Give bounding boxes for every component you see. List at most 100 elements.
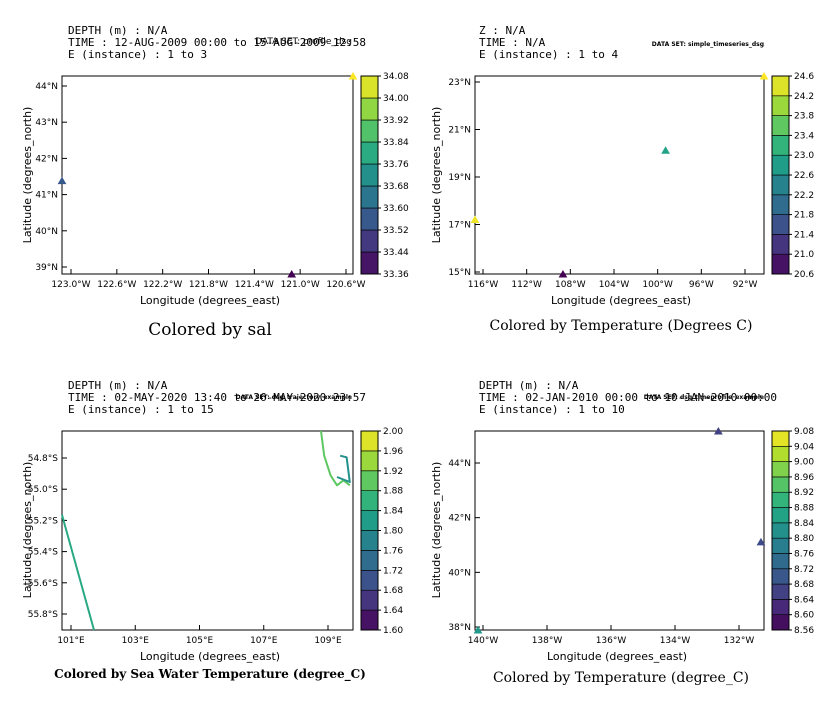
colorbar-tick-label: 8.72: [794, 565, 814, 575]
colorbar-swatch: [360, 163, 379, 187]
colorbar-tick-label: 24.6: [794, 72, 814, 82]
colorbar-tick-label: 1.76: [383, 546, 403, 556]
y-tick-label: 42°N: [35, 154, 58, 164]
y-tick-label: 44°N: [35, 82, 58, 92]
colorbar-swatch: [771, 430, 790, 447]
colorbar-swatch: [771, 461, 790, 478]
caption: Colored by Temperature (Degrees C): [490, 318, 753, 334]
colorbar-swatch: [771, 599, 790, 615]
panel-colored-by-temperature-degree-c: DEPTH (m) : N/A TIME : 02-JAN-2010 00:00…: [430, 379, 814, 686]
colorbar-tick-label: 8.80: [794, 534, 814, 544]
x-axis-label: Longitude (degrees_east): [551, 294, 691, 307]
colorbar-swatch: [771, 214, 790, 235]
y-tick-label: 19°N: [448, 173, 471, 183]
panel-colored-by-temperature-degrees-c: Z : N/A TIME : N/A E (instance) : 1 to 4…: [430, 24, 814, 334]
colorbar-tick-label: 21.0: [794, 250, 814, 260]
colorbar-swatch: [771, 537, 790, 554]
colorbar-tick-label: 8.64: [794, 595, 814, 605]
y-tick-label: 41°N: [35, 191, 58, 201]
colorbar-tick-label: 8.76: [794, 549, 814, 559]
caption: Colored by sal: [148, 320, 272, 340]
x-tick-label: 103°E: [122, 636, 150, 646]
colorbar-swatch: [771, 154, 790, 176]
x-tick-label: 92°W: [733, 280, 758, 290]
header-line-2: TIME : N/A: [479, 36, 546, 49]
colorbar-tick-label: 33.92: [383, 116, 409, 126]
plot-frame: [61, 75, 354, 275]
colorbar-swatch: [771, 253, 790, 275]
y-tick-label: 55.6°S: [28, 579, 59, 589]
colorbar-tick-label: 33.52: [383, 226, 409, 236]
data-point: [470, 215, 480, 224]
colorbar-tick-label: 9.08: [794, 427, 814, 437]
colorbar-tick-label: 8.92: [794, 488, 814, 498]
colorbar-swatch: [771, 135, 790, 156]
x-tick-label: 107°E: [250, 636, 278, 646]
header-line-2: TIME : 02-MAY-2020 13:40 to 26-MAY-2020 …: [68, 391, 366, 404]
colorbar-swatch: [360, 229, 379, 253]
colorbar-swatch: [360, 490, 379, 511]
x-tick-label: 112°W: [511, 280, 542, 290]
colorbar-tick-label: 33.44: [383, 248, 409, 258]
colorbar-swatch: [360, 450, 379, 472]
colorbar-tick-label: 22.2: [794, 191, 814, 201]
y-tick-label: 17°N: [448, 221, 471, 231]
header-line-1: Z : N/A: [479, 24, 526, 37]
colorbar-frame: [771, 430, 790, 631]
header-line-2: TIME : 02-JAN-2010 00:00 to 10-JAN-2010 …: [479, 391, 777, 404]
colorbar-swatch: [771, 522, 790, 539]
colorbar-swatch: [360, 141, 379, 165]
trajectory-track: [320, 430, 351, 487]
colorbar-tick-label: 33.84: [383, 138, 409, 148]
header-line-1: DEPTH (m) : N/A: [479, 379, 579, 392]
colorbar-tick-label: 9.00: [794, 458, 814, 468]
trajectory-track: [336, 454, 351, 483]
y-tick-label: 21°N: [448, 126, 471, 136]
x-tick-label: 100°W: [642, 280, 673, 290]
y-tick-label: 54.8°S: [28, 454, 59, 464]
dataset-label: DATA SET: dsg_timeprofile_example: [644, 394, 764, 401]
colorbar-swatch: [771, 174, 790, 196]
colorbar-swatch: [360, 119, 379, 143]
y-axis-label: Latitude (degrees_north): [430, 462, 443, 599]
x-tick-label: 121.0°W: [281, 280, 320, 290]
colorbar-tick-label: 1.72: [383, 566, 403, 576]
y-tick-label: 39°N: [35, 263, 58, 273]
colorbar-swatch: [360, 97, 379, 121]
colorbar-tick-label: 8.84: [794, 519, 814, 529]
colorbar-tick-label: 1.68: [383, 586, 403, 596]
x-axis-label: Longitude (degrees_east): [547, 650, 687, 663]
x-tick-label: 122.6°W: [97, 280, 136, 290]
colorbar-tick-label: 34.00: [383, 94, 409, 104]
colorbar-swatch: [360, 550, 379, 571]
colorbar-swatch: [360, 185, 379, 209]
x-tick-label: 121.8°W: [189, 280, 228, 290]
x-tick-label: 121.4°W: [235, 280, 274, 290]
y-tick-label: 42°N: [448, 514, 471, 524]
x-tick-label: 140°W: [468, 636, 499, 646]
colorbar-swatch: [360, 207, 379, 231]
colorbar-swatch: [360, 470, 379, 491]
colorbar-tick-label: 1.96: [383, 447, 403, 457]
header-line-2: TIME : 12-AUG-2009 00:00 to 15-AUG-2009 …: [68, 36, 366, 49]
header-line-1: DEPTH (m) : N/A: [68, 379, 168, 392]
x-tick-label: 134°W: [660, 636, 691, 646]
colorbar-tick-label: 33.76: [383, 160, 409, 170]
colorbar-swatch: [360, 589, 379, 611]
colorbar-tick-label: 21.4: [794, 230, 814, 240]
y-axis-label: Latitude (degrees_north): [21, 462, 34, 599]
colorbar-swatch: [771, 491, 790, 508]
y-tick-label: 55.2°S: [28, 516, 59, 526]
colorbar-tick-label: 9.04: [794, 442, 814, 452]
colorbar-tick-label: 33.68: [383, 182, 409, 192]
colorbar-tick-label: 8.68: [794, 580, 814, 590]
colorbar-tick-label: 1.88: [383, 487, 403, 497]
data-point: [57, 176, 67, 185]
colorbar-tick-label: 22.6: [794, 171, 814, 181]
colorbar-tick-label: 33.36: [383, 270, 409, 280]
colorbar-swatch: [360, 530, 379, 551]
colorbar-swatch: [771, 95, 790, 116]
x-tick-label: 138°W: [532, 636, 563, 646]
colorbar-swatch: [360, 510, 379, 531]
